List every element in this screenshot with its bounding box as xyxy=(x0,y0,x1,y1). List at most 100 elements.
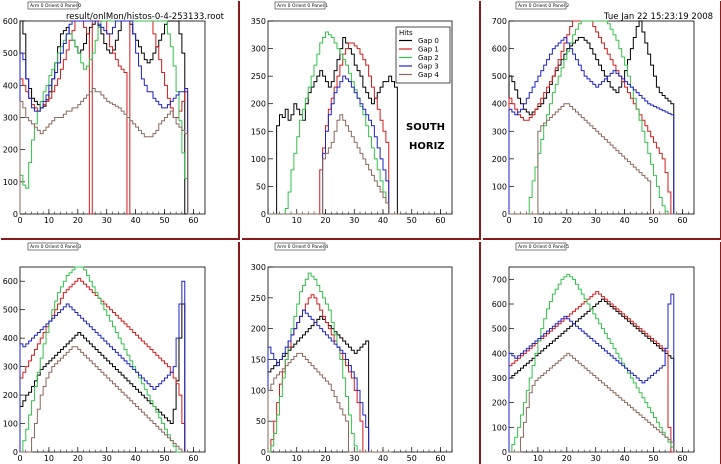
y-tick-label: 150 xyxy=(251,127,266,136)
x-tick-label: 40 xyxy=(131,216,141,225)
panel-1: Arm 0 Orient 0 Panel 1 0 10 20 30 40 50 60 0 50 10… xyxy=(242,1,481,240)
x-tick-label: 20 xyxy=(562,454,572,463)
x-tick-label: 60 xyxy=(435,454,445,463)
legend-entry: Gap 1 xyxy=(418,46,439,54)
x-tick-label: 50 xyxy=(407,216,417,225)
panel-title-box: Arm 0 Orient 0 Panel 3 xyxy=(27,242,81,251)
x-tick-label: 20 xyxy=(73,216,83,225)
series-gap-0 xyxy=(19,303,188,453)
y-tick-label: 400 xyxy=(3,81,18,90)
x-tick-label: 50 xyxy=(159,454,169,463)
x-tick-label: 60 xyxy=(677,454,687,463)
x-tick-label: 0 xyxy=(506,216,511,225)
y-tick-label: 0 xyxy=(13,210,18,219)
x-tick-label: 30 xyxy=(102,216,112,225)
title-box-frame xyxy=(274,1,326,10)
annotation-horiz: HORIZ xyxy=(409,141,445,152)
y-tick-label: 0 xyxy=(13,448,18,457)
plot-frame xyxy=(267,266,453,453)
series-gap-1 xyxy=(268,294,392,453)
x-tick-label: 10 xyxy=(533,216,543,225)
panel-title-box: Arm 0 Orient 0 Panel 2 xyxy=(515,1,569,10)
panel-3: Arm 0 Orient 0 Panel 30 10 20 30 40 50 6001002… xyxy=(3,242,240,464)
panel-title: Arm 0 Orient 0 Panel 0 xyxy=(30,3,81,9)
legend-title: Hits xyxy=(399,29,413,37)
x-tick-label: 40 xyxy=(620,216,630,225)
series-gap-2 xyxy=(20,266,188,453)
series-gap-4 xyxy=(267,352,392,453)
plot-frame xyxy=(508,20,695,215)
series-gap-3 xyxy=(508,293,677,453)
x-tick-label: 30 xyxy=(102,454,112,463)
x-tick-label: 50 xyxy=(407,454,417,463)
annotation-south: SOUTH xyxy=(406,122,445,133)
panel-title: Arm 0 Orient 0 Panel 5 xyxy=(518,244,569,250)
x-tick-label: 30 xyxy=(349,216,359,225)
series-gap-4 xyxy=(20,346,188,453)
series-gap-4 xyxy=(509,352,677,453)
y-tick-label: 0 xyxy=(261,210,266,219)
y-tick-label: 500 xyxy=(492,325,507,334)
title-box-frame xyxy=(27,242,79,251)
series-gap-0 xyxy=(19,20,188,215)
series-gap-3 xyxy=(267,309,392,453)
series-gap-1 xyxy=(508,20,677,215)
title-box-frame xyxy=(515,242,567,251)
panel-title-box: Arm 0 Orient 0 Panel 1 xyxy=(274,1,328,10)
y-tick-label: 0 xyxy=(502,448,507,457)
panel-title: Arm 0 Orient 0 Panel 4 xyxy=(277,244,328,250)
x-tick-label: 10 xyxy=(44,454,54,463)
panel-title-box: Arm 0 Orient 0 Panel 0 xyxy=(27,1,81,10)
series-gap-0 xyxy=(268,37,401,215)
header-timestamp: Tue Jan 22 15:23:19 2008 xyxy=(603,12,713,22)
legend-box xyxy=(395,26,451,84)
legend-entry: Gap 2 xyxy=(418,54,439,62)
series-gap-2 xyxy=(509,20,677,215)
x-tick-label: 30 xyxy=(591,216,601,225)
x-tick-label: 20 xyxy=(320,454,330,463)
y-tick-label: 150 xyxy=(251,356,266,365)
y-tick-label: 500 xyxy=(3,306,18,315)
panel-2: Arm 0 Orient 0 Panel 20 10 20 30 40 50 6001002… xyxy=(483,1,721,240)
x-tick-label: 50 xyxy=(159,216,169,225)
series-gap-1 xyxy=(508,291,677,453)
y-tick-label: 600 xyxy=(492,300,507,309)
series-gap-1 xyxy=(19,277,188,453)
title-box-frame xyxy=(515,1,567,10)
y-tick-label: 100 xyxy=(492,182,507,191)
y-tick-label: 100 xyxy=(492,423,507,432)
legend-entry: Gap 0 xyxy=(418,37,439,45)
y-tick-label: 300 xyxy=(251,45,266,54)
x-tick-label: 50 xyxy=(648,454,658,463)
y-tick-label: 300 xyxy=(3,114,18,123)
x-tick-label: 20 xyxy=(562,216,572,225)
panel-title-box: Arm 0 Orient 0 Panel 5 xyxy=(515,242,569,251)
y-tick-label: 600 xyxy=(492,45,507,54)
x-tick-label: 30 xyxy=(349,454,359,463)
y-tick-label: 200 xyxy=(3,146,18,155)
y-tick-label: 300 xyxy=(3,363,18,372)
y-tick-label: 200 xyxy=(3,391,18,400)
x-tick-label: 40 xyxy=(378,454,388,463)
y-tick-label: 200 xyxy=(492,155,507,164)
y-tick-label: 600 xyxy=(3,277,18,286)
panel-title: Arm 0 Orient 0 Panel 1 xyxy=(277,3,328,9)
series-gap-2 xyxy=(268,272,392,453)
y-tick-label: 300 xyxy=(492,374,507,383)
series-gap-2 xyxy=(509,273,677,453)
panel-5: Arm 0 Orient 0 Panel 50 10 20 30 40 50 6001002… xyxy=(492,242,721,464)
series-gap-0 xyxy=(508,20,677,215)
y-tick-label: 250 xyxy=(251,72,266,81)
y-tick-label: 700 xyxy=(492,275,507,284)
legend-entry: Gap 3 xyxy=(418,63,439,71)
x-tick-label: 60 xyxy=(435,216,445,225)
x-tick-label: 0 xyxy=(17,454,22,463)
x-tick-label: 40 xyxy=(378,216,388,225)
series-gap-2 xyxy=(268,31,401,215)
header-filename: result/onlMon/histos-0-4-253133.root xyxy=(66,12,225,22)
legend-entry: Gap 4 xyxy=(418,71,439,79)
x-tick-label: 0 xyxy=(265,216,270,225)
